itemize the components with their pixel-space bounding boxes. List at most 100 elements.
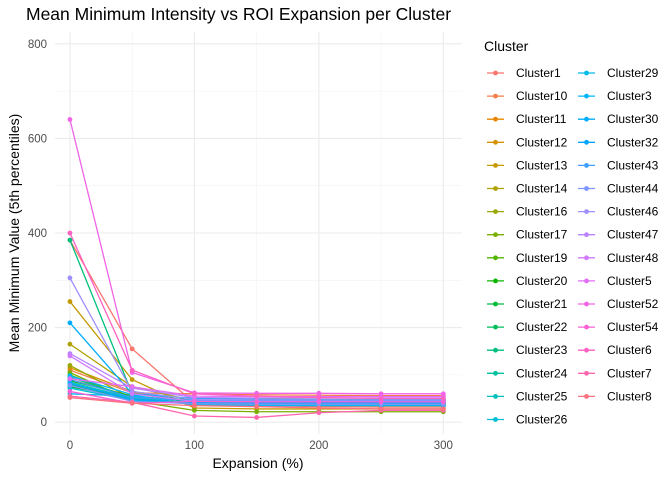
data-point-cluster17 [254,409,260,415]
legend-key-point [584,139,589,145]
legend-item-cluster12: Cluster12 [487,135,568,149]
legend-label: Cluster14 [516,182,568,196]
y-tick-label: 600 [28,133,47,145]
legend-item-cluster10: Cluster10 [487,89,568,103]
data-point-cluster6 [192,391,197,397]
legend-label: Cluster6 [607,343,652,357]
legend-key-point [584,209,589,215]
legend-label: Cluster25 [516,389,568,403]
data-point-cluster7 [254,415,260,420]
legend-key-point [493,255,498,261]
legend-key-point [493,370,498,376]
data-point-cluster16 [67,363,73,368]
y-axis-title: Mean Minimum Value (5th percentiles) [6,114,22,353]
legend-item-cluster11: Cluster11 [487,112,567,126]
x-tick-label: 0 [67,440,73,452]
y-tick-label: 200 [28,323,47,335]
legend: Cluster1 Cluster10 Cluster11 Cluster12 Clust… [487,66,659,427]
legend-key-point [493,209,498,215]
chart-title: Mean Minimum Intensity vs ROI Expansion … [26,4,451,24]
legend-item-cluster46: Cluster46 [578,205,659,219]
legend-key-point [584,255,589,261]
legend-item-cluster6: Cluster6 [578,343,652,357]
data-point-cluster54 [378,399,384,405]
legend-label: Cluster1 [516,66,561,80]
legend-key-point [493,278,498,284]
legend-label: Cluster21 [516,297,568,311]
data-point-cluster54 [254,399,260,405]
data-point-cluster52 [378,391,384,397]
data-point-cluster30 [67,320,73,326]
data-point-cluster23 [67,237,73,243]
data-point-cluster5 [129,384,135,390]
legend-key-point [584,301,589,307]
legend-item-cluster1: Cluster1 [487,66,561,80]
data-point-cluster6 [316,395,322,400]
y-tick-label: 0 [41,417,47,429]
legend-item-cluster43: Cluster43 [578,158,659,172]
legend-item-cluster16: Cluster16 [487,205,568,219]
legend-item-cluster8: Cluster8 [578,389,652,403]
legend-item-cluster17: Cluster17 [487,228,568,242]
legend-label: Cluster8 [607,389,652,403]
legend-item-cluster25: Cluster25 [487,389,568,403]
legend-key-point [584,278,589,284]
legend-label: Cluster7 [607,366,652,380]
legend-label: Cluster17 [516,228,568,242]
legend-item-cluster3: Cluster3 [578,89,652,103]
legend-key-point [584,370,589,376]
legend-key-point [584,394,589,399]
series-points [67,117,446,420]
data-point-cluster8 [316,405,322,411]
legend-label: Cluster22 [516,320,568,334]
legend-label: Cluster30 [607,112,659,126]
legend-label: Cluster23 [516,343,568,357]
data-point-cluster8 [254,404,260,409]
legend-item-cluster32: Cluster32 [578,135,659,149]
data-point-cluster6 [254,393,260,399]
legend-label: Cluster16 [516,205,568,219]
legend-item-cluster19: Cluster19 [487,251,568,265]
legend-item-cluster52: Cluster52 [578,297,659,311]
data-point-cluster48 [67,353,73,359]
data-point-cluster6 [378,396,384,401]
x-tick-label: 200 [309,440,328,452]
legend-key-point [584,70,589,76]
legend-item-cluster47: Cluster47 [578,228,659,242]
legend-item-cluster30: Cluster30 [578,112,659,126]
data-point-cluster6 [440,396,446,401]
data-point-cluster52 [316,390,322,396]
data-point-cluster6 [129,367,135,373]
legend-label: Cluster13 [516,158,568,172]
legend-key-point [493,93,498,99]
legend-label: Cluster5 [607,274,652,288]
legend-key-point [493,139,498,145]
legend-label: Cluster12 [516,135,568,149]
legend-item-cluster14: Cluster14 [487,182,568,196]
data-point-cluster8 [129,400,135,406]
legend-label: Cluster10 [516,89,568,103]
legend-key-point [493,394,498,399]
data-point-cluster14 [67,341,73,347]
legend-item-cluster20: Cluster20 [487,274,568,288]
legend-label: Cluster24 [516,366,568,380]
legend-item-cluster26: Cluster26 [487,413,568,427]
legend-item-cluster21: Cluster21 [487,297,568,311]
grid [55,32,462,434]
legend-label: Cluster48 [607,251,659,265]
legend-item-cluster48: Cluster48 [578,251,659,265]
legend-key-point [493,186,498,191]
legend-label: Cluster29 [607,66,659,80]
legend-key-point [493,163,498,168]
legend-label: Cluster44 [607,182,659,196]
legend-key-point [584,324,589,330]
data-point-cluster52 [67,117,73,122]
legend-item-cluster13: Cluster13 [487,158,568,172]
legend-item-cluster7: Cluster7 [578,366,652,380]
data-point-cluster8 [378,406,384,412]
y-tick-label: 800 [28,39,47,51]
legend-key-point [584,186,589,191]
legend-key-point [493,116,498,122]
legend-key-point [493,417,498,422]
